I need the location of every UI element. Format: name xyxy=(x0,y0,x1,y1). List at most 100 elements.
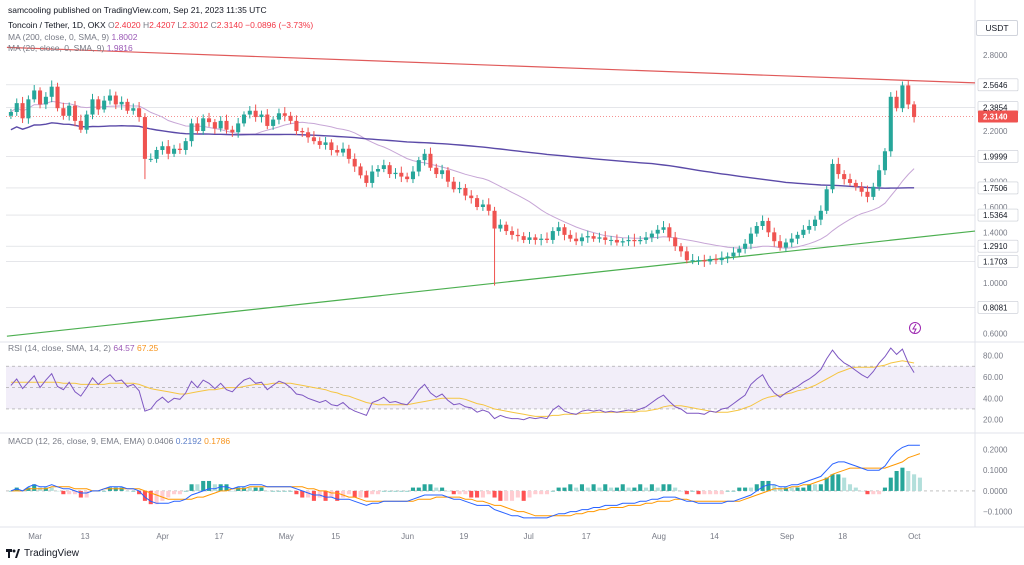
candle-body xyxy=(556,227,561,232)
o-label: O xyxy=(108,20,115,30)
candle-body xyxy=(148,158,153,160)
candle-body xyxy=(661,227,666,230)
macd-histogram-bar xyxy=(644,487,649,491)
candle-body xyxy=(212,122,217,129)
macd-legend[interactable]: MACD (12, 26, close, 9, EMA, EMA) 0.0406… xyxy=(8,436,230,446)
macd-histogram-bar xyxy=(416,487,421,491)
candle-body xyxy=(900,85,905,109)
candle-body xyxy=(90,99,95,115)
macd-histogram-bar xyxy=(440,487,445,491)
candle-body xyxy=(568,234,573,239)
candle-body xyxy=(702,260,707,262)
macd-histogram-bar xyxy=(67,490,72,495)
rsi-legend[interactable]: RSI (14, close, SMA, 14, 2) 64.57 67.25 xyxy=(8,343,158,353)
candle-body xyxy=(352,158,357,167)
macd-histogram-bar xyxy=(504,490,509,501)
candle-body xyxy=(405,176,410,180)
macd-histogram-bar xyxy=(917,477,922,491)
candle-body xyxy=(853,182,858,187)
macd-histogram-bar xyxy=(871,490,876,495)
macd-histogram-bar xyxy=(364,490,369,498)
macd-histogram-bar xyxy=(346,490,351,495)
candle-body xyxy=(96,99,101,110)
candle-body xyxy=(195,123,200,131)
candle-body xyxy=(906,85,911,105)
tradingview-logo[interactable]: TradingView xyxy=(6,548,79,559)
macd-histogram-bar xyxy=(288,490,293,492)
candle-body xyxy=(620,241,625,243)
ma20-value: 1.9816 xyxy=(106,43,133,53)
candle-body xyxy=(241,114,247,124)
candle-body xyxy=(772,232,777,242)
macd-histogram-bar xyxy=(539,490,544,495)
macd-histogram-bar xyxy=(131,490,136,492)
macd-histogram-bar xyxy=(475,490,480,498)
candle-body xyxy=(690,260,695,262)
candle-body xyxy=(276,113,281,120)
currency-button[interactable]: USDT xyxy=(976,20,1018,36)
candle-body xyxy=(451,181,456,190)
macd-histogram-bar xyxy=(247,487,252,491)
ma200-label: MA (200, close, 0, SMA, 9) xyxy=(8,32,110,42)
macd-histogram-bar xyxy=(521,490,526,501)
x-tick-label: Sep xyxy=(780,532,795,541)
macd-histogram-bar xyxy=(597,487,602,491)
candle-body xyxy=(271,119,276,126)
macd-histogram-bar xyxy=(702,490,707,495)
x-tick-label: Aug xyxy=(652,532,666,541)
candle-body xyxy=(67,105,72,116)
macd-histogram-bar xyxy=(352,490,357,498)
macd-signal-line xyxy=(10,453,921,517)
price-label-box xyxy=(977,208,1019,222)
candle-body xyxy=(486,204,491,211)
macd-histogram-bar xyxy=(603,484,608,491)
candle-body xyxy=(61,108,66,116)
candle-body xyxy=(422,153,427,161)
macd-histogram-bar xyxy=(550,490,555,492)
ma20-legend[interactable]: MA (20, close, 0, SMA, 9) 1.9816 xyxy=(8,43,133,53)
macd-histogram-bar xyxy=(812,484,818,491)
candle-body xyxy=(26,99,31,119)
macd-histogram-bar xyxy=(154,490,159,505)
macd-histogram-bar xyxy=(865,490,870,495)
candle-body xyxy=(38,90,43,105)
macd-histogram-bar xyxy=(172,490,177,495)
candle-body xyxy=(329,142,334,150)
candle-body xyxy=(72,105,78,121)
candle-body xyxy=(778,241,783,248)
candle-body xyxy=(410,171,416,180)
rsi-ma-value: 67.25 xyxy=(137,343,159,353)
candle-body xyxy=(288,115,293,121)
candle-body xyxy=(539,238,544,240)
candle-body xyxy=(440,170,445,175)
macd-signal-value: 0.1786 xyxy=(204,436,231,446)
price-label-box xyxy=(977,150,1019,163)
price-tick-label: 1.4000 xyxy=(983,228,1008,237)
ma200-value: 1.8002 xyxy=(111,32,138,42)
candle-body xyxy=(125,101,130,111)
candle-body xyxy=(655,229,660,234)
symbol-line: Toncoin / Tether, 1D, OKX O2.4020 H2.420… xyxy=(8,20,313,30)
candle-body xyxy=(119,101,124,105)
price-label-box xyxy=(977,78,1019,92)
symbol-name[interactable]: Toncoin / Tether, 1D, OKX xyxy=(8,20,106,30)
current-price-label: 2.3140 xyxy=(983,113,1008,122)
macd-histogram-bar xyxy=(410,487,416,491)
candle-body xyxy=(183,141,188,150)
ma200-legend[interactable]: MA (200, close, 0, SMA, 9) 1.8002 xyxy=(8,32,137,42)
macd-histogram-bar xyxy=(329,490,334,498)
tradingview-logo-icon xyxy=(6,549,20,558)
macd-histogram-bar xyxy=(393,490,398,492)
candle-body xyxy=(218,120,223,129)
candle-body xyxy=(783,242,788,248)
macd-histogram-bar xyxy=(725,490,730,492)
macd-histogram-bar xyxy=(300,490,305,498)
candle-body xyxy=(113,95,118,105)
macd-histogram-bar xyxy=(544,490,550,495)
macd-label: MACD (12, 26, close, 9, EMA, EMA) xyxy=(8,436,145,446)
candle-body xyxy=(189,123,194,142)
candle-body xyxy=(8,112,13,116)
price-tick-label: 0.8081 xyxy=(983,303,1008,312)
ma200-line xyxy=(10,122,915,189)
